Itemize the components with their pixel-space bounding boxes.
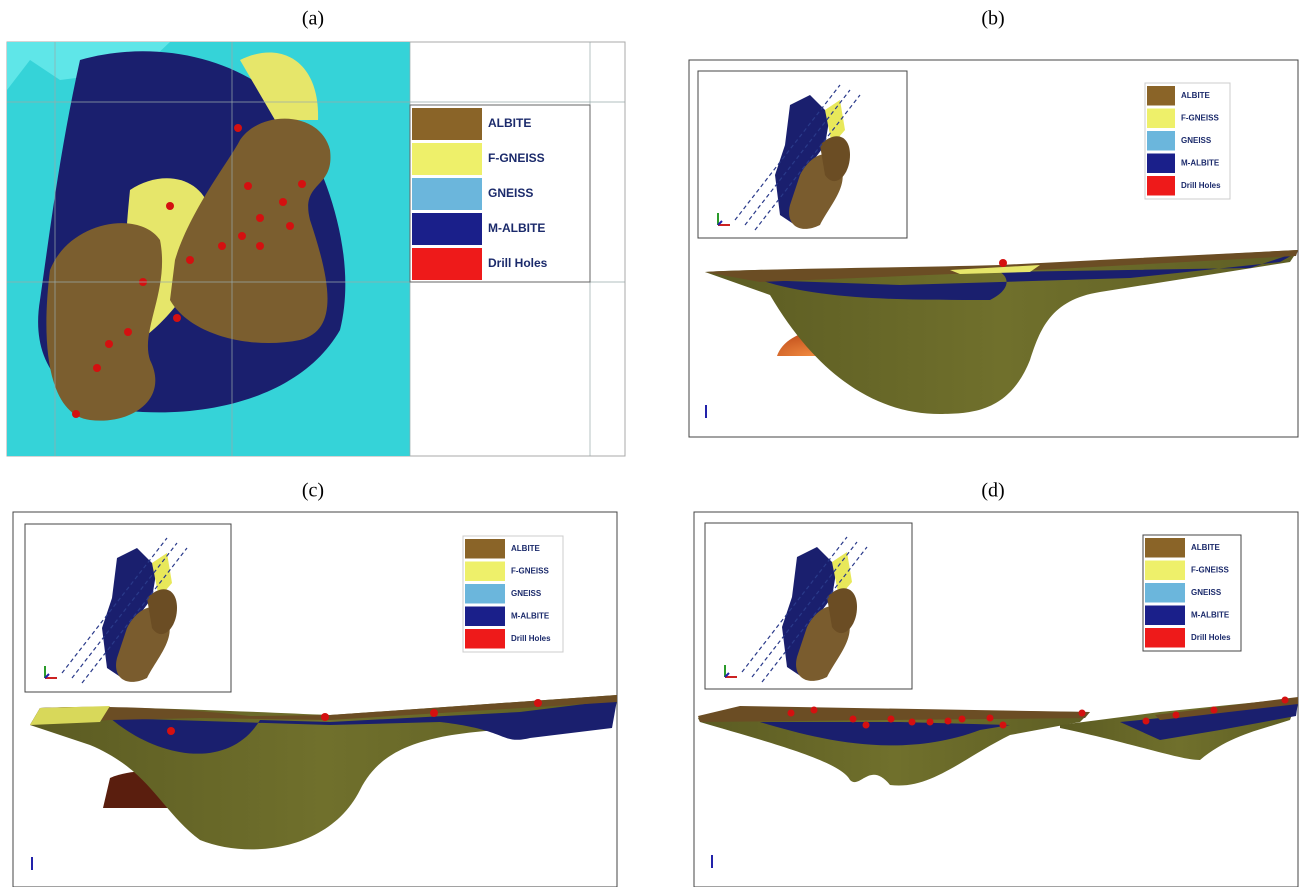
legend-swatch [1145,561,1185,581]
legend-label: M-ALBITE [1191,610,1230,619]
legend-label: GNEISS [1191,588,1222,597]
legend-swatch [1147,131,1175,151]
legend-label: ALBITE [1191,543,1221,552]
legend-label: F-GNEISS [488,151,545,165]
legend-swatch [1145,606,1185,626]
legend-swatch [465,584,505,604]
legend-label: GNEISS [1181,136,1212,145]
panel-label: (c) [302,480,324,502]
legend-swatch [465,539,505,559]
legend-label: F-GNEISS [1191,565,1229,574]
panel-label: (d) [981,480,1004,502]
legend-swatch [1147,154,1175,174]
panel-a [7,42,625,456]
legend-label: F-GNEISS [1181,113,1219,122]
legend-swatch [412,178,482,210]
legend-swatch [1147,176,1175,196]
legend-label: GNEISS [488,186,533,200]
legend-label: M-ALBITE [488,221,545,235]
legend-label: M-ALBITE [1181,158,1220,167]
legend-swatch [412,143,482,175]
legend-swatch [1147,109,1175,129]
albite-region [46,223,162,421]
legend-swatch [1145,538,1185,558]
legend-label: M-ALBITE [511,611,550,620]
panel-label: (a) [302,8,324,30]
legend-label: Drill Holes [488,256,548,270]
legend-label: ALBITE [511,544,541,553]
legend-swatch [465,562,505,582]
legend-swatch [412,108,482,140]
legend-swatch [1145,583,1185,603]
legend-swatch [1147,86,1175,106]
legend-label: Drill Holes [1191,633,1231,642]
legend-swatch [465,607,505,627]
legend-label: Drill Holes [1181,181,1221,190]
drill-hole [999,259,1007,267]
legend-swatch [465,629,505,649]
legend-label: ALBITE [488,116,531,130]
figure: (a) ALBITE F-GNEISS GNEISS M-ALBITE Drill Hol… [0,0,1303,887]
legend-swatch [412,213,482,245]
legend-label: GNEISS [511,589,542,598]
legend-label: F-GNEISS [511,566,549,575]
legend-swatch [1145,628,1185,648]
panel-label: (b) [981,8,1004,30]
legend-swatch [412,248,482,280]
legend-label: ALBITE [1181,91,1211,100]
legend-label: Drill Holes [511,634,551,643]
